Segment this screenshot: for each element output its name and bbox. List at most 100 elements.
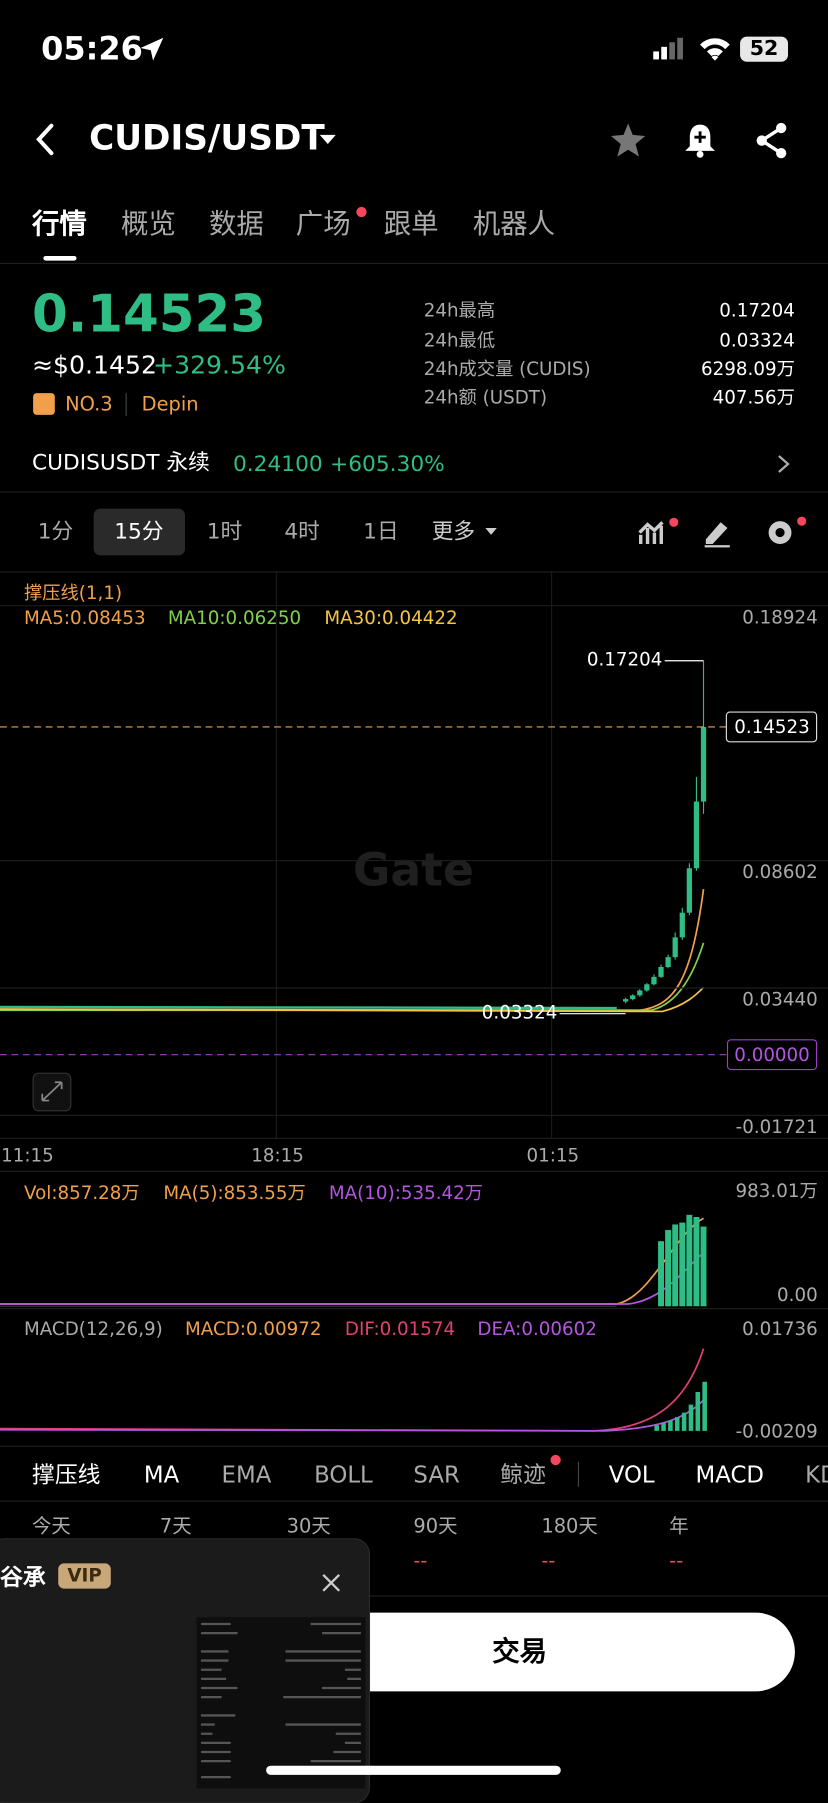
last-price-tag: 0.14523 bbox=[734, 717, 810, 738]
interval[interactable]: 1时 bbox=[206, 518, 243, 545]
trade-button-label[interactable]: 交易 bbox=[492, 1635, 548, 1668]
indicator-tab[interactable]: 鲸迹 bbox=[500, 1460, 546, 1489]
pair-dropdown[interactable] bbox=[317, 131, 338, 147]
indicator-button[interactable] bbox=[637, 517, 679, 549]
badge-dot bbox=[356, 206, 367, 218]
vip-badge: VIP bbox=[58, 1563, 111, 1589]
stat-label: 24h最低 bbox=[423, 329, 496, 351]
fullscreen-icon bbox=[41, 1081, 63, 1102]
period: 7天 bbox=[159, 1515, 192, 1539]
indicator-tab[interactable]: BOLL bbox=[314, 1460, 373, 1489]
tab[interactable]: 概览 bbox=[121, 208, 176, 241]
stat-label: 24h成交量 (CUDIS) bbox=[423, 357, 591, 380]
volume-bar bbox=[679, 1222, 686, 1307]
popup-close[interactable] bbox=[320, 1571, 343, 1594]
tab[interactable]: 行情 bbox=[31, 208, 87, 241]
interval[interactable]: 1分 bbox=[37, 518, 74, 545]
location-icon bbox=[140, 37, 164, 61]
volume-bar bbox=[686, 1214, 693, 1307]
candle-body bbox=[679, 912, 685, 938]
tab[interactable]: 机器人 bbox=[472, 208, 556, 241]
candle-body bbox=[693, 801, 700, 869]
tab-indicator bbox=[43, 256, 77, 261]
tag: Depin bbox=[141, 393, 199, 417]
badge-dot bbox=[550, 1454, 561, 1466]
divider bbox=[577, 1461, 580, 1487]
macd-dif-line bbox=[0, 1348, 705, 1432]
volume-bar bbox=[672, 1224, 679, 1307]
history-line bbox=[0, 1005, 617, 1010]
candle-body bbox=[651, 976, 657, 985]
y-tick-label: 0.03440 bbox=[742, 990, 818, 1011]
zero-label: 0.00000 bbox=[734, 1045, 810, 1066]
candle-body bbox=[637, 990, 643, 996]
perp-name[interactable]: CUDISUSDT 永续 bbox=[31, 450, 210, 476]
perp-price: 0.24100 bbox=[232, 451, 323, 477]
tab[interactable]: 广场 bbox=[295, 208, 351, 241]
vol-legend: Vol:857.28万 bbox=[23, 1181, 140, 1204]
indicator-tab[interactable]: KD bbox=[805, 1460, 828, 1489]
indicator-tab[interactable]: MACD bbox=[695, 1460, 764, 1489]
home-indicator bbox=[266, 1765, 561, 1775]
interval-selected bbox=[93, 508, 186, 556]
tab[interactable]: 数据 bbox=[208, 208, 264, 241]
stat-value: 407.56万 bbox=[712, 386, 795, 409]
period-value: -- bbox=[669, 1549, 684, 1573]
indicator-tab[interactable]: 撑压线 bbox=[31, 1460, 101, 1489]
indicator-tab[interactable]: EMA bbox=[221, 1460, 272, 1489]
legend-ma10: MA10:0.06250 bbox=[167, 606, 302, 629]
tab[interactable]: 跟单 bbox=[383, 208, 439, 241]
legend-ma30: MA30:0.04422 bbox=[324, 606, 458, 629]
period: 90天 bbox=[413, 1515, 458, 1539]
alert-button[interactable] bbox=[683, 121, 717, 160]
high-label: 0.17204 bbox=[587, 650, 663, 671]
interval-more[interactable]: 更多 bbox=[431, 518, 476, 545]
vol-ma5-line bbox=[0, 1217, 704, 1305]
stat-value: 0.03324 bbox=[719, 329, 795, 351]
trade-button[interactable] bbox=[331, 1612, 795, 1692]
signal-icon bbox=[653, 37, 683, 60]
draw-button[interactable] bbox=[701, 517, 733, 549]
volume-bar bbox=[700, 1226, 707, 1307]
indicator-tab[interactable]: VOL bbox=[608, 1460, 655, 1489]
popup-thumbnail bbox=[196, 1617, 366, 1789]
candle-body bbox=[665, 957, 671, 968]
stat-label: 24h额 (USDT) bbox=[423, 386, 548, 409]
last-price: 0.14523 bbox=[31, 283, 267, 345]
zero-box bbox=[726, 1039, 818, 1071]
share-button[interactable] bbox=[754, 121, 791, 160]
divider bbox=[0, 1500, 828, 1502]
legend-title: 撑压线(1,1) bbox=[23, 581, 123, 604]
usd-price: ≈$0.1452 bbox=[31, 352, 157, 381]
interval[interactable]: 1日 bbox=[363, 518, 399, 545]
back-button[interactable] bbox=[30, 121, 64, 158]
ma10-line bbox=[0, 942, 705, 1012]
period-value: -- bbox=[413, 1549, 428, 1573]
divider bbox=[0, 1595, 828, 1597]
favorite-button[interactable] bbox=[609, 121, 648, 160]
watermark: Gate bbox=[353, 844, 474, 897]
indicator-tab[interactable]: SAR bbox=[413, 1460, 460, 1489]
volume-bar bbox=[658, 1241, 664, 1307]
interval[interactable]: 4时 bbox=[284, 518, 320, 545]
candle-body bbox=[622, 999, 629, 1002]
candle-body bbox=[700, 726, 707, 802]
chevron[interactable] bbox=[774, 453, 792, 476]
settings-button[interactable] bbox=[763, 514, 807, 548]
candle-body bbox=[658, 967, 664, 977]
battery: 52 bbox=[740, 36, 789, 62]
divider bbox=[0, 491, 828, 493]
volume-bar bbox=[693, 1217, 700, 1307]
vol-legend: MA(10):535.42万 bbox=[328, 1181, 484, 1204]
indicator-tab[interactable]: MA bbox=[143, 1460, 180, 1489]
macd-legend: MACD:0.00972 bbox=[185, 1317, 322, 1340]
interval[interactable]: 15分 bbox=[114, 518, 164, 545]
dropdown bbox=[485, 528, 497, 535]
pair-title[interactable]: CUDIS/USDT bbox=[89, 118, 325, 159]
stat-value: 0.17204 bbox=[719, 299, 795, 322]
vol-legend: MA(5):853.55万 bbox=[163, 1181, 306, 1204]
price-change: +329.54% bbox=[153, 352, 286, 381]
vol-ma10-line bbox=[0, 1251, 705, 1305]
x-tick-label: 01:15 bbox=[526, 1146, 579, 1167]
